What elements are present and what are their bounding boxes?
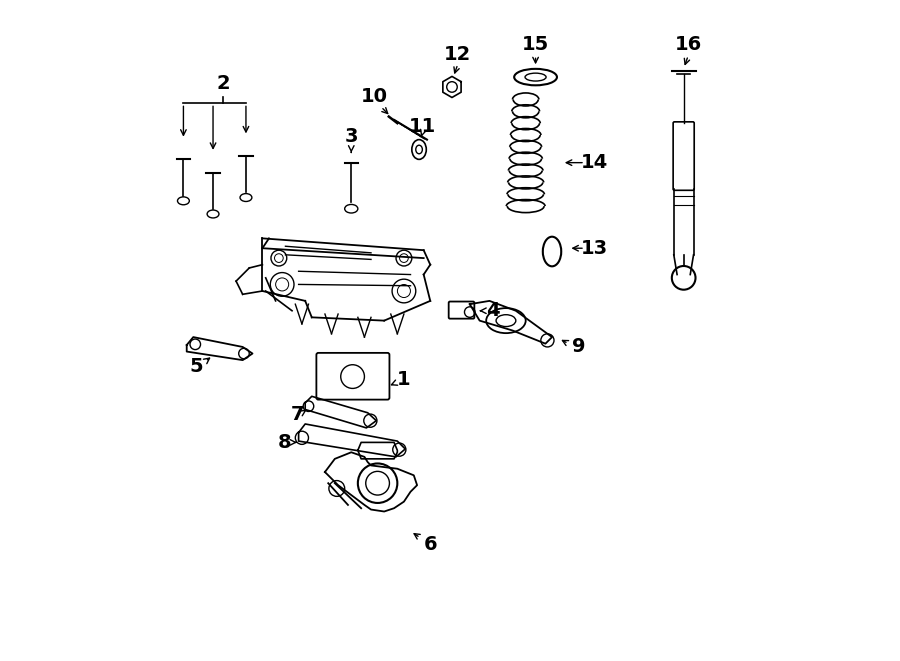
Text: 11: 11 xyxy=(409,117,436,136)
Text: 4: 4 xyxy=(486,301,500,320)
Text: 12: 12 xyxy=(445,44,472,63)
Text: 1: 1 xyxy=(397,370,410,389)
Text: 10: 10 xyxy=(361,87,388,106)
Text: 8: 8 xyxy=(277,433,291,452)
Text: 14: 14 xyxy=(581,153,608,172)
Text: 6: 6 xyxy=(423,535,437,554)
Text: 5: 5 xyxy=(190,357,203,376)
Text: 3: 3 xyxy=(345,127,358,146)
Text: 15: 15 xyxy=(522,34,549,54)
Text: 7: 7 xyxy=(291,405,304,424)
Text: 13: 13 xyxy=(581,239,608,258)
Text: 9: 9 xyxy=(572,338,585,356)
Text: 16: 16 xyxy=(675,34,702,54)
Text: 2: 2 xyxy=(216,74,230,93)
